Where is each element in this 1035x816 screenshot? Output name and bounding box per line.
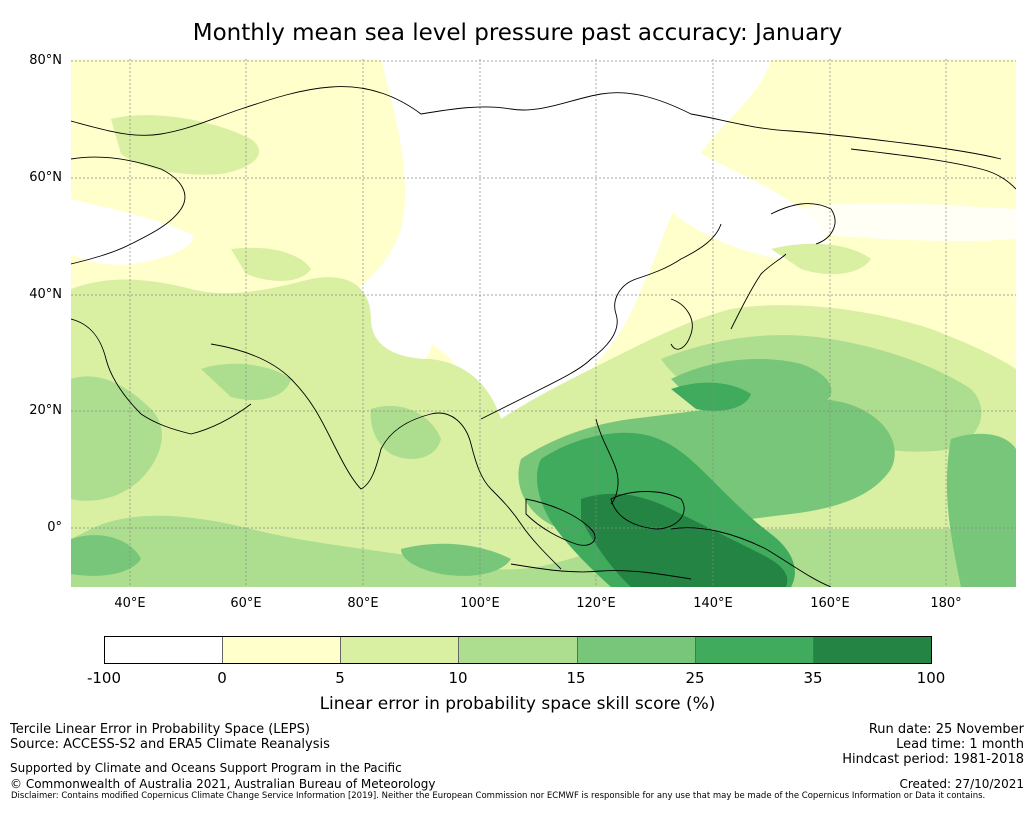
colorbar (104, 636, 932, 664)
data-source: Source: ACCESS-S2 and ERA5 Climate Reana… (10, 737, 330, 752)
colorbar-segment (577, 637, 696, 663)
coastlines (71, 86, 1016, 587)
lon-label: 160°E (810, 596, 850, 611)
lon-label: 60°E (230, 596, 262, 611)
hindcast-period: Hindcast period: 1981-2018 (842, 752, 1024, 767)
disclaimer: Disclaimer: Contains modified Copernicus… (11, 791, 986, 801)
colorbar-segment (223, 637, 342, 663)
run-date: Run date: 25 November (868, 722, 1024, 737)
skill-score-map (71, 59, 1016, 587)
footer-right: Run date: 25 November Lead time: 1 month… (842, 722, 1024, 767)
lon-label: 80°E (347, 596, 379, 611)
lat-label: 40°N (29, 287, 62, 302)
skill-zone-white (71, 59, 1016, 455)
colorbar-tick: 0 (217, 669, 227, 687)
footer-left: Tercile Linear Error in Probability Spac… (10, 722, 330, 752)
graticule (71, 59, 1016, 587)
lon-label: 40°E (114, 596, 146, 611)
lat-label: 0° (47, 520, 62, 535)
created-date: Created: 27/10/2021 (899, 777, 1024, 791)
chart-title: Monthly mean sea level pressure past acc… (192, 20, 843, 46)
lon-label: 120°E (576, 596, 616, 611)
lon-label: 180° (930, 596, 962, 611)
colorbar-segment (813, 637, 931, 663)
colorbar-tick: 25 (685, 669, 705, 687)
lead-time: Lead time: 1 month (896, 737, 1024, 752)
lat-label: 20°N (29, 403, 62, 418)
lat-label: 80°N (29, 53, 62, 68)
colorbar-label: Linear error in probability space skill … (319, 694, 716, 714)
colorbar-tick: 35 (803, 669, 823, 687)
colorbar-tick: -100 (86, 669, 122, 687)
lon-label: 100°E (460, 596, 500, 611)
colorbar-tick: 10 (448, 669, 468, 687)
colorbar-segment (105, 637, 224, 663)
colorbar-segment (695, 637, 814, 663)
colorbar-segment (459, 637, 578, 663)
map-canvas (71, 59, 1016, 587)
leps-description: Tercile Linear Error in Probability Spac… (10, 722, 310, 737)
colorbar-tick: 5 (335, 669, 345, 687)
skill-zone-35-100 (581, 493, 788, 587)
supported-by: Supported by Climate and Oceans Support … (10, 761, 402, 775)
colorbar-tick: 100 (916, 669, 946, 687)
colorbar-segment (341, 637, 460, 663)
copyright: © Commonwealth of Australia 2021, Austra… (10, 777, 436, 791)
lat-label: 60°N (29, 170, 62, 185)
colorbar-tick: 15 (566, 669, 586, 687)
lon-label: 140°E (693, 596, 733, 611)
